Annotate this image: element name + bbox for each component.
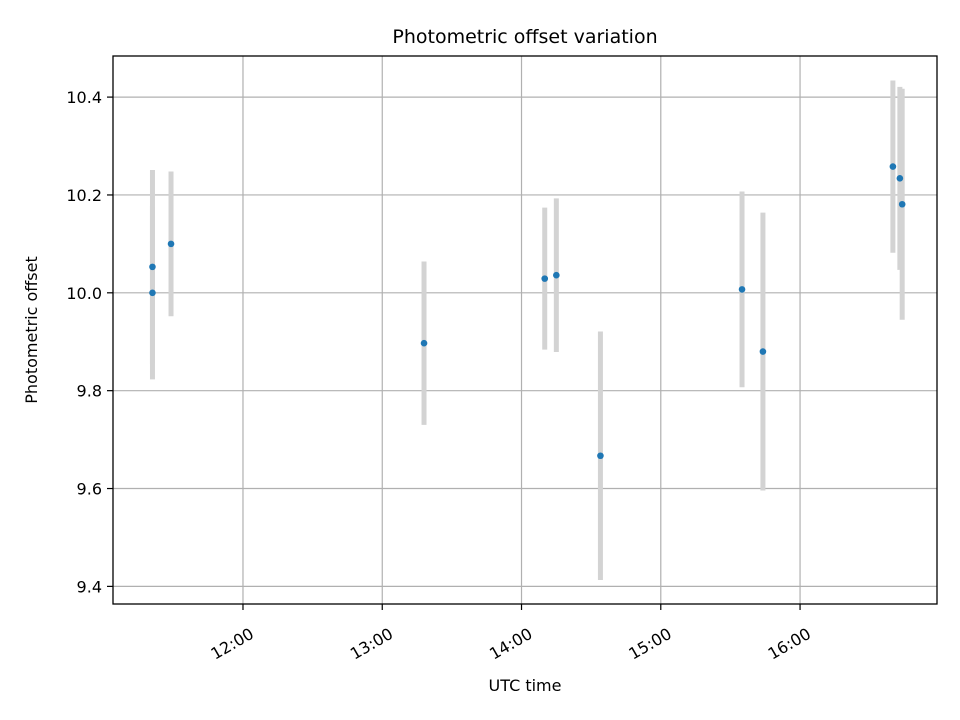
x-tick-label: 15:00 (625, 624, 674, 664)
y-tick-label: 9.6 (77, 480, 102, 499)
error-bars (149, 80, 905, 581)
x-tick-label: 14:00 (486, 624, 535, 664)
data-point (149, 289, 156, 297)
y-axis: 9.4 9.6 9.8 10.0 10.2 10.4 (66, 88, 113, 596)
data-point (553, 271, 560, 279)
data-points (149, 163, 906, 460)
x-tick-label: 16:00 (765, 624, 814, 664)
y-axis-label: Photometric offset (22, 256, 41, 404)
y-tick-label: 10.4 (66, 88, 102, 107)
data-point (738, 286, 746, 293)
x-axis: 12:00 13:00 14:00 15:00 16:00 (208, 604, 814, 664)
y-tick-label: 9.4 (77, 577, 102, 596)
data-point (889, 163, 897, 170)
y-tick-label: 10.0 (66, 284, 102, 303)
x-axis-label: UTC time (489, 676, 562, 695)
data-point (898, 200, 906, 208)
data-point (896, 175, 904, 182)
data-point (167, 240, 175, 248)
y-tick-label: 9.8 (77, 382, 102, 401)
data-point (541, 275, 549, 282)
y-tick-label: 10.2 (66, 186, 102, 205)
chart-title: Photometric offset variation (392, 26, 657, 48)
data-point (597, 452, 604, 460)
data-point (759, 348, 767, 355)
data-point (420, 339, 428, 347)
grid (113, 56, 937, 604)
data-point (149, 263, 156, 271)
x-tick-label: 13:00 (347, 624, 396, 664)
plot-frame (112, 55, 938, 605)
x-tick-label: 12:00 (208, 624, 257, 664)
